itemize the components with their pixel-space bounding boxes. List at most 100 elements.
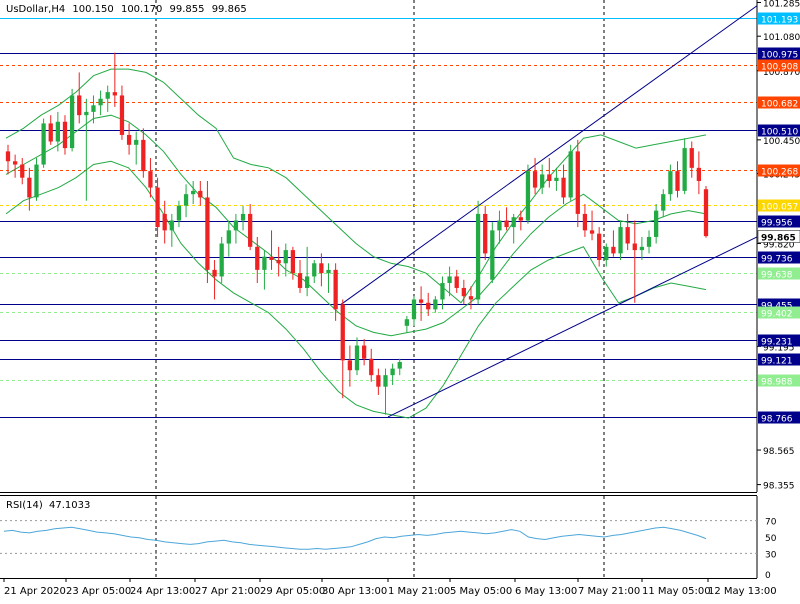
trendline[interactable] — [387, 236, 758, 418]
candle-body[interactable] — [625, 227, 630, 244]
candle-body[interactable] — [532, 171, 538, 188]
candle-body[interactable] — [48, 123, 53, 142]
candle-body[interactable] — [611, 246, 616, 254]
candle-body[interactable] — [475, 213, 481, 300]
candle-body[interactable] — [319, 263, 324, 274]
candle-body[interactable] — [297, 273, 303, 288]
candle-body[interactable] — [55, 121, 60, 142]
candle-body[interactable] — [440, 283, 445, 300]
candle-body[interactable] — [141, 139, 146, 172]
candle-body[interactable] — [41, 123, 46, 165]
candle-body[interactable] — [98, 98, 103, 106]
candle-body[interactable] — [20, 164, 25, 178]
candle-body[interactable] — [361, 345, 367, 359]
candle-body[interactable] — [547, 174, 552, 182]
candle-body[interactable] — [696, 167, 702, 182]
candle-body[interactable] — [240, 213, 246, 221]
candle-body[interactable] — [369, 358, 374, 376]
candle-body[interactable] — [62, 121, 68, 149]
candle-body[interactable] — [27, 177, 32, 198]
candle-body[interactable] — [183, 194, 189, 206]
candle-body[interactable] — [326, 269, 331, 274]
candle-body[interactable] — [632, 243, 637, 251]
candle-body[interactable] — [468, 296, 474, 300]
candle-body[interactable] — [34, 164, 39, 198]
candle-body[interactable] — [682, 148, 687, 191]
candle-body[interactable] — [568, 151, 573, 198]
candle-body[interactable] — [511, 217, 516, 228]
candle-body[interactable] — [582, 213, 588, 231]
candle-body[interactable] — [77, 95, 82, 116]
candle-body[interactable] — [675, 171, 680, 191]
candle-body[interactable] — [155, 187, 160, 228]
candle-body[interactable] — [134, 139, 139, 145]
candle-body[interactable] — [219, 243, 224, 277]
candle-body[interactable] — [497, 220, 502, 231]
candle-body[interactable] — [226, 230, 231, 244]
candle-body[interactable] — [84, 111, 89, 116]
candle-body[interactable] — [397, 362, 402, 369]
candle-body[interactable] — [525, 171, 531, 221]
candle-body[interactable] — [276, 259, 281, 264]
candle-body[interactable] — [540, 174, 545, 188]
candle-body[interactable] — [518, 217, 523, 221]
candle-body[interactable] — [12, 161, 18, 165]
candle-body[interactable] — [233, 220, 239, 231]
candle-body[interactable] — [654, 210, 659, 237]
candle-body[interactable] — [490, 230, 495, 280]
candle-body[interactable] — [589, 230, 595, 234]
candle-body[interactable] — [426, 302, 431, 310]
candle-body[interactable] — [283, 250, 288, 264]
candle-body[interactable] — [91, 105, 96, 112]
candle-body[interactable] — [269, 256, 274, 260]
candle-body[interactable] — [119, 95, 125, 135]
candle-body[interactable] — [411, 299, 417, 320]
candle-body[interactable] — [248, 213, 253, 247]
candle-body[interactable] — [376, 375, 381, 387]
candle-body[interactable] — [112, 92, 117, 96]
candle-body[interactable] — [255, 246, 260, 270]
candle-body[interactable] — [162, 213, 167, 231]
candle-body[interactable] — [69, 95, 75, 149]
candle-body[interactable] — [561, 177, 566, 198]
candle-body[interactable] — [575, 151, 580, 214]
candle-body[interactable] — [447, 276, 452, 284]
candle-body[interactable] — [390, 368, 395, 376]
candle-body[interactable] — [454, 276, 459, 288]
candle-body[interactable] — [191, 190, 196, 195]
candle-body[interactable] — [148, 171, 153, 188]
candle-body[interactable] — [262, 256, 267, 270]
candle-body[interactable] — [105, 92, 110, 99]
candle-body[interactable] — [504, 220, 509, 228]
candle-body[interactable] — [198, 190, 203, 198]
candle-body[interactable] — [483, 213, 488, 254]
candle-body[interactable] — [340, 304, 345, 361]
candle-body[interactable] — [604, 246, 609, 260]
candle-body[interactable] — [205, 197, 210, 270]
candle-body[interactable] — [290, 250, 296, 274]
candle-body[interactable] — [668, 171, 673, 195]
candle-body[interactable] — [597, 233, 602, 260]
candle-body[interactable] — [554, 177, 559, 182]
candle-body[interactable] — [639, 246, 645, 251]
candle-body[interactable] — [646, 236, 652, 247]
candle-body[interactable] — [703, 189, 709, 237]
candle-body[interactable] — [312, 263, 317, 277]
candle-body[interactable] — [404, 319, 409, 326]
candle-body[interactable] — [5, 151, 11, 162]
trendline[interactable] — [340, 5, 758, 305]
candle-body[interactable] — [661, 194, 666, 211]
candle-body[interactable] — [169, 220, 174, 231]
candle-body[interactable] — [433, 299, 438, 310]
candle-body[interactable] — [305, 276, 310, 288]
candle-body[interactable] — [354, 345, 360, 371]
candle-body[interactable] — [418, 299, 424, 303]
candle-body[interactable] — [461, 287, 466, 297]
candle-body[interactable] — [383, 375, 388, 387]
candle-body[interactable] — [618, 227, 623, 254]
candle-body[interactable] — [212, 269, 217, 277]
candle-body[interactable] — [689, 148, 694, 168]
candle-body[interactable] — [176, 205, 182, 221]
candle-body[interactable] — [347, 360, 353, 371]
